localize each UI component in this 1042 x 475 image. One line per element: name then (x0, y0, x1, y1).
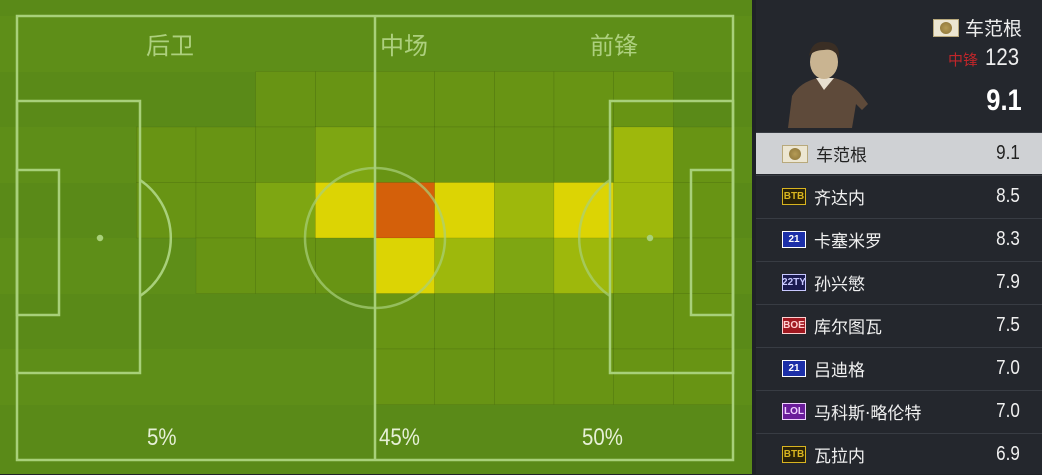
legend-badge-icon (932, 18, 959, 37)
player-rating: 9.1 (986, 84, 1022, 117)
player-photo (788, 41, 868, 128)
player-rating-panel: 车范根 中锋 123 9.1 车范根 9.1 BTB 齐达内 8.5 21 卡塞米罗 8.3 22… (756, 0, 1042, 474)
player-name: 马科斯·略伦特 (814, 404, 922, 424)
heatmap-cell (195, 182, 256, 239)
heatmap-cell (374, 71, 435, 128)
player-rating: 9.1 (996, 142, 1020, 164)
season-badge-icon: BTB (782, 446, 806, 463)
player-name: 车范根 (964, 18, 1022, 40)
player-rating: 7.0 (996, 400, 1020, 422)
player-rating: 6.9 (996, 443, 1020, 465)
heatmap-cell (673, 126, 734, 183)
attack-percentage: 50% (582, 424, 623, 451)
season-badge-icon: 21 (782, 360, 806, 377)
player-list-item[interactable]: LOL 马科斯·略伦特 7.0 (756, 390, 1042, 432)
heatmap-cell (494, 126, 555, 183)
heatmap-cell (315, 182, 376, 239)
heatmap-cell (434, 126, 495, 183)
heatmap-cell (494, 293, 555, 350)
player-position: 中锋 (947, 51, 978, 69)
heatmap-cell (494, 348, 555, 405)
season-badge-icon: BTB (782, 188, 806, 205)
heatmap-cell (434, 293, 495, 350)
heatmap-cell (315, 71, 376, 128)
zone-label-midfield: 中场 (380, 32, 428, 60)
heatmap-cell (494, 71, 555, 128)
player-header: 车范根 中锋 123 9.1 (756, 0, 1042, 132)
heatmap-cell (374, 126, 435, 183)
defense-percentage: 5% (147, 424, 177, 451)
season-badge-icon: LOL (782, 403, 806, 420)
heatmap-cell (374, 293, 435, 350)
heatmap-cell (553, 348, 614, 405)
heatmap-cell (434, 71, 495, 128)
heatmap-pitch: 后卫 中场 前锋 5% 45% 50% (0, 0, 752, 474)
player-rating: 8.5 (996, 185, 1020, 207)
player-rating: 7.5 (996, 314, 1020, 336)
heatmap-cell (255, 126, 316, 183)
heatmap-cell (553, 293, 614, 350)
player-list-item[interactable]: BTB 瓦拉内 6.9 (756, 433, 1042, 475)
heatmap-cell (553, 126, 614, 183)
heatmap-cell (613, 348, 674, 405)
heatmap-cell (136, 126, 197, 183)
heatmap-cell (673, 182, 734, 239)
player-rating: 7.0 (996, 357, 1020, 379)
heatmap-cell (434, 348, 495, 405)
midfield-percentage: 45% (379, 424, 420, 451)
player-list-item[interactable]: 21 卡塞米罗 8.3 (756, 218, 1042, 260)
player-list-item[interactable]: BOE 库尔图瓦 7.5 (756, 304, 1042, 346)
player-rating: 8.3 (996, 228, 1020, 250)
heatmap-cell (613, 237, 674, 294)
heatmap-cell (673, 348, 734, 405)
heatmap-cell (255, 71, 316, 128)
player-rating: 7.9 (996, 271, 1020, 293)
season-badge-icon: BOE (782, 317, 806, 334)
player-name: 库尔图瓦 (814, 318, 882, 338)
season-badge-icon: 21 (782, 231, 806, 248)
zone-label-attack: 前锋 (590, 32, 638, 60)
heatmap-cell (553, 71, 614, 128)
heatmap-cell (673, 293, 734, 350)
zone-label-defense: 后卫 (146, 32, 194, 60)
legend-badge-icon (782, 144, 808, 163)
player-list-item[interactable]: 22TY 孙兴慜 7.9 (756, 261, 1042, 303)
heatmap-cell (374, 348, 435, 405)
player-overall: 123 (984, 44, 1019, 71)
player-name: 齐达内 (814, 189, 865, 209)
season-badge-icon: 22TY (782, 274, 806, 291)
player-list-item[interactable]: BTB 齐达内 8.5 (756, 175, 1042, 217)
heatmap-cell (613, 126, 674, 183)
player-name: 卡塞米罗 (814, 232, 882, 252)
heatmap-cell (195, 237, 256, 294)
heatmap-grid (136, 71, 734, 405)
heatmap-cell (374, 182, 435, 239)
player-list-item[interactable]: 车范根 9.1 (756, 132, 1042, 174)
heatmap-cell (374, 237, 435, 294)
player-name: 吕迪格 (814, 361, 865, 381)
player-list-item[interactable]: 21 吕迪格 7.0 (756, 347, 1042, 389)
heatmap-cell (673, 237, 734, 294)
player-name: 瓦拉内 (814, 447, 865, 467)
player-name: 车范根 (816, 146, 867, 166)
player-name: 孙兴慜 (814, 275, 865, 295)
pitch-lines (15, 14, 735, 462)
